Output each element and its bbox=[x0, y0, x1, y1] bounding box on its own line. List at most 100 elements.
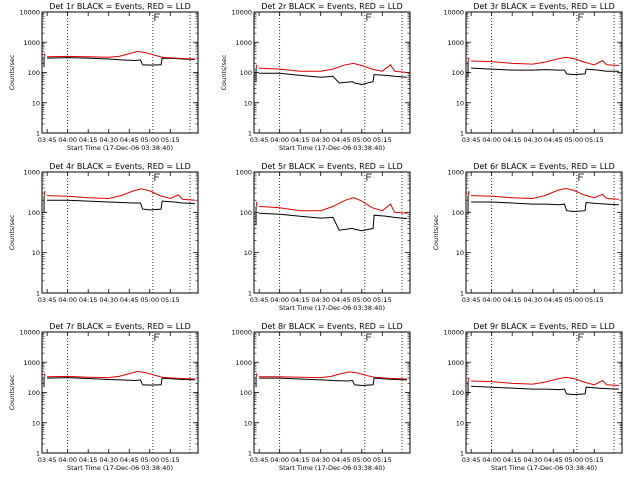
x-tick-label: 05:00 bbox=[352, 456, 371, 464]
plot-frame bbox=[465, 11, 623, 134]
y-tick-label: 10000 bbox=[443, 329, 464, 337]
lld-series-line bbox=[47, 370, 195, 380]
panel-title: Det 8r BLACK = Events, RED = LLD bbox=[261, 322, 403, 331]
x-tick-label: 04:00 bbox=[270, 456, 289, 464]
events-series-line bbox=[259, 377, 407, 387]
panel-3: Det 3r BLACK = Events, RED = LLD 1 10 100 10… bbox=[443, 2, 623, 144]
x-tick-label: 03:45 bbox=[250, 136, 269, 144]
x-tick-label: 05:15 bbox=[585, 136, 604, 144]
y-tick-label: 1 bbox=[248, 130, 252, 138]
panel-title: Det 9r BLACK = Events, RED = LLD bbox=[473, 322, 615, 331]
lld-series-line bbox=[471, 187, 619, 200]
y-tick-label: 100 bbox=[452, 209, 464, 217]
x-tick-label: 03:45 bbox=[38, 136, 57, 144]
x-tick-label: 04:15 bbox=[79, 136, 98, 144]
events-series-line bbox=[47, 57, 195, 66]
events-series-line bbox=[471, 385, 619, 396]
y-tick-label: 10 bbox=[32, 99, 40, 107]
y-tick-label: 1 bbox=[36, 450, 40, 458]
x-tick-label: 04:45 bbox=[544, 296, 563, 304]
x-tick-label: 05:15 bbox=[373, 136, 392, 144]
x-tick-label: 04:45 bbox=[332, 296, 351, 304]
x-tick-label: 04:45 bbox=[544, 136, 563, 144]
plot-frame bbox=[253, 331, 411, 454]
events-series-line bbox=[47, 377, 195, 386]
y-tick-label: 1000 bbox=[447, 359, 464, 367]
lld-series-line bbox=[47, 50, 195, 60]
y-tick-label: 10 bbox=[456, 419, 464, 427]
plot-frame bbox=[465, 171, 623, 294]
x-tick-label: 05:15 bbox=[585, 296, 604, 304]
x-tick-label: 04:30 bbox=[523, 456, 542, 464]
x-tick-label: 04:15 bbox=[503, 456, 522, 464]
y-tick-label: 1000 bbox=[23, 169, 40, 177]
x-tick-label: 04:00 bbox=[270, 296, 289, 304]
y-tick-label: 10 bbox=[32, 249, 40, 257]
x-tick-label: 04:30 bbox=[99, 456, 118, 464]
y-tick-label: 1000 bbox=[235, 169, 252, 177]
panel-8: Det 8r BLACK = Events, RED = LLD 1 10 100 10… bbox=[231, 322, 411, 472]
y-tick-label: 1 bbox=[248, 290, 252, 298]
flag-marker-icon bbox=[154, 13, 160, 21]
events-series-line bbox=[471, 67, 619, 76]
x-tick-label: 05:15 bbox=[585, 456, 604, 464]
y-axis-label: Counts/sec bbox=[8, 374, 16, 410]
lld-series-line bbox=[259, 62, 407, 73]
x-axis-label: Start Time (17-Dec-06 03:38:40) bbox=[279, 144, 385, 152]
x-tick-label: 05:00 bbox=[564, 136, 583, 144]
y-tick-label: 1 bbox=[460, 450, 464, 458]
plot-frame bbox=[41, 331, 199, 454]
plot-frame bbox=[465, 331, 623, 454]
y-tick-label: 100 bbox=[28, 389, 40, 397]
x-tick-label: 05:00 bbox=[352, 296, 371, 304]
y-tick-label: 1 bbox=[460, 130, 464, 138]
y-tick-label: 10 bbox=[456, 99, 464, 107]
panel-title: Det 5r BLACK = Events, RED = LLD bbox=[261, 162, 403, 171]
y-tick-label: 10000 bbox=[231, 9, 252, 17]
flag-marker-icon bbox=[154, 173, 160, 181]
x-tick-label: 03:45 bbox=[462, 296, 481, 304]
x-tick-label: 04:45 bbox=[332, 456, 351, 464]
y-tick-label: 1 bbox=[36, 130, 40, 138]
x-tick-label: 04:30 bbox=[523, 296, 542, 304]
events-series-line bbox=[259, 212, 407, 232]
x-tick-label: 04:00 bbox=[270, 136, 289, 144]
panel-title: Det 7r BLACK = Events, RED = LLD bbox=[49, 322, 191, 331]
y-tick-label: 1000 bbox=[23, 39, 40, 47]
y-tick-label: 1 bbox=[248, 450, 252, 458]
x-tick-label: 05:15 bbox=[161, 456, 180, 464]
x-tick-label: 04:30 bbox=[99, 296, 118, 304]
x-tick-label: 05:00 bbox=[140, 296, 159, 304]
x-axis-label: Start Time (17-Dec-06 03:38:40) bbox=[67, 464, 173, 472]
plot-frame bbox=[41, 11, 199, 134]
x-tick-label: 03:45 bbox=[38, 296, 57, 304]
x-tick-label: 04:45 bbox=[332, 136, 351, 144]
y-tick-label: 100 bbox=[240, 209, 252, 217]
y-tick-label: 100 bbox=[28, 69, 40, 77]
plot-frame bbox=[253, 11, 411, 134]
y-tick-label: 10 bbox=[456, 249, 464, 257]
y-tick-label: 1 bbox=[36, 290, 40, 298]
y-tick-label: 1000 bbox=[235, 359, 252, 367]
panel-5: Det 5r BLACK = Events, RED = LLD 1 10 100 10… bbox=[235, 162, 411, 312]
flag-marker-icon bbox=[578, 173, 584, 181]
x-tick-label: 03:45 bbox=[462, 456, 481, 464]
panel-4: Det 4r BLACK = Events, RED = LLD 1 10 100 10… bbox=[8, 162, 199, 304]
y-tick-label: 100 bbox=[240, 389, 252, 397]
x-axis-label: Start Time (17-Dec-06 03:38:40) bbox=[491, 464, 597, 472]
x-tick-label: 05:00 bbox=[140, 136, 159, 144]
x-tick-label: 05:15 bbox=[161, 296, 180, 304]
x-tick-label: 04:00 bbox=[482, 136, 501, 144]
x-tick-label: 04:00 bbox=[482, 456, 501, 464]
y-tick-label: 10 bbox=[244, 99, 252, 107]
x-axis-label: Start Time (17-Dec-06 03:38:40) bbox=[279, 464, 385, 472]
x-tick-label: 04:15 bbox=[291, 296, 310, 304]
x-tick-label: 04:45 bbox=[544, 456, 563, 464]
panel-6: Det 6r BLACK = Events, RED = LLD 1 10 100 10… bbox=[432, 162, 623, 304]
panel-2: Det 2r BLACK = Events, RED = LLD 1 10 100 10… bbox=[220, 2, 411, 152]
y-axis-label: Counts/sec bbox=[220, 54, 228, 90]
lld-series-line bbox=[47, 188, 195, 201]
x-tick-label: 04:00 bbox=[58, 296, 77, 304]
x-tick-label: 04:15 bbox=[79, 296, 98, 304]
